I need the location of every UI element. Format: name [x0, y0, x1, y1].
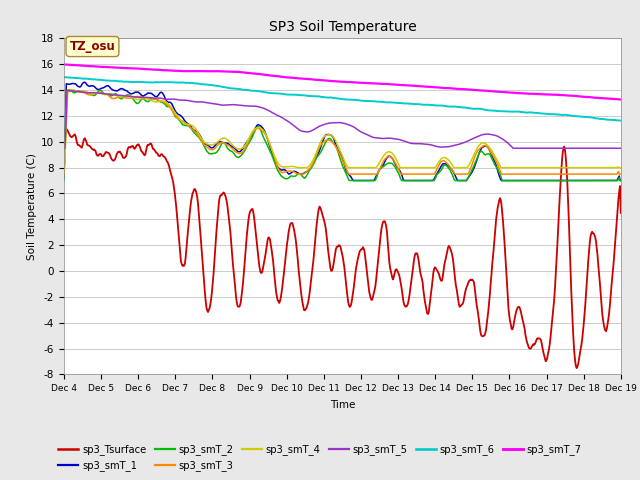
- sp3_smT_4: [67, 87, 75, 93]
- sp3_Tsurface: [411, 252, 419, 258]
- sp3_Tsurface: [71, 132, 79, 137]
- Line: sp3_smT_1: sp3_smT_1: [64, 82, 621, 180]
- Legend: sp3_Tsurface, sp3_smT_1, sp3_smT_2, sp3_smT_3, sp3_smT_4, sp3_smT_5, sp3_smT_6, : sp3_Tsurface, sp3_smT_1, sp3_smT_2, sp3_…: [54, 440, 586, 475]
- sp3_smT_7: [214, 68, 221, 74]
- sp3_Tsurface: [185, 220, 193, 226]
- sp3_smT_1: [350, 178, 358, 183]
- Title: SP3 Soil Temperature: SP3 Soil Temperature: [269, 21, 416, 35]
- sp3_smT_5: [128, 94, 136, 99]
- sp3_smT_5: [71, 88, 79, 94]
- sp3_smT_1: [70, 81, 78, 87]
- Line: sp3_smT_6: sp3_smT_6: [64, 77, 621, 120]
- sp3_smT_4: [128, 95, 136, 100]
- Line: sp3_Tsurface: sp3_Tsurface: [64, 129, 621, 368]
- sp3_smT_6: [185, 80, 193, 86]
- sp3_smT_2: [60, 178, 68, 183]
- sp3_Tsurface: [573, 365, 580, 371]
- Line: sp3_smT_4: sp3_smT_4: [64, 90, 621, 168]
- Text: TZ_osu: TZ_osu: [70, 40, 115, 53]
- sp3_Tsurface: [60, 174, 68, 180]
- sp3_smT_2: [128, 95, 136, 100]
- sp3_smT_2: [411, 178, 419, 183]
- sp3_smT_6: [60, 74, 68, 80]
- sp3_smT_5: [185, 98, 193, 104]
- sp3_smT_3: [71, 88, 79, 94]
- sp3_Tsurface: [214, 208, 222, 214]
- sp3_smT_7: [70, 62, 78, 68]
- Line: sp3_smT_2: sp3_smT_2: [64, 90, 621, 180]
- Line: sp3_smT_7: sp3_smT_7: [64, 64, 621, 99]
- sp3_smT_5: [411, 141, 419, 146]
- sp3_smT_2: [70, 90, 78, 96]
- sp3_smT_6: [71, 75, 79, 81]
- sp3_smT_7: [617, 96, 625, 102]
- sp3_smT_7: [410, 83, 418, 89]
- sp3_smT_4: [617, 165, 625, 170]
- sp3_smT_4: [185, 121, 193, 127]
- Line: sp3_smT_5: sp3_smT_5: [64, 90, 621, 148]
- sp3_smT_6: [128, 79, 136, 85]
- sp3_smT_5: [428, 142, 435, 148]
- sp3_smT_1: [214, 139, 222, 145]
- sp3_smT_4: [428, 165, 435, 170]
- sp3_smT_5: [63, 87, 71, 93]
- sp3_smT_1: [80, 79, 88, 85]
- sp3_smT_5: [617, 145, 625, 151]
- sp3_smT_1: [428, 178, 436, 183]
- sp3_smT_1: [617, 178, 625, 183]
- sp3_smT_1: [60, 174, 68, 180]
- sp3_smT_6: [617, 118, 625, 123]
- sp3_smT_3: [68, 87, 76, 93]
- sp3_smT_4: [214, 139, 222, 144]
- sp3_smT_1: [128, 91, 136, 96]
- sp3_smT_1: [185, 121, 193, 127]
- sp3_smT_4: [71, 87, 79, 93]
- sp3_smT_4: [60, 165, 68, 170]
- sp3_smT_1: [412, 178, 419, 183]
- sp3_smT_3: [428, 171, 435, 177]
- sp3_smT_3: [60, 171, 68, 177]
- sp3_Tsurface: [428, 290, 435, 296]
- sp3_smT_3: [411, 171, 419, 177]
- sp3_smT_7: [184, 68, 192, 74]
- sp3_Tsurface: [128, 144, 136, 149]
- sp3_smT_7: [426, 84, 434, 90]
- sp3_smT_3: [128, 95, 136, 100]
- sp3_smT_2: [428, 178, 435, 183]
- sp3_smT_6: [214, 83, 222, 89]
- Y-axis label: Soil Temperature (C): Soil Temperature (C): [27, 153, 37, 260]
- sp3_Tsurface: [61, 126, 69, 132]
- sp3_smT_7: [127, 65, 135, 71]
- sp3_smT_5: [214, 101, 222, 107]
- sp3_smT_2: [214, 147, 222, 153]
- sp3_Tsurface: [617, 210, 625, 216]
- sp3_smT_5: [60, 145, 68, 151]
- Line: sp3_smT_3: sp3_smT_3: [64, 90, 621, 174]
- sp3_smT_6: [428, 102, 435, 108]
- sp3_smT_3: [617, 171, 625, 177]
- sp3_smT_6: [411, 101, 419, 107]
- sp3_smT_2: [185, 123, 193, 129]
- sp3_smT_2: [617, 178, 625, 183]
- sp3_smT_3: [214, 142, 222, 147]
- sp3_smT_3: [185, 123, 193, 129]
- sp3_smT_4: [411, 165, 419, 170]
- sp3_smT_6: [61, 74, 68, 80]
- Text: Time: Time: [330, 400, 355, 410]
- sp3_smT_2: [96, 87, 104, 93]
- sp3_smT_7: [60, 61, 68, 67]
